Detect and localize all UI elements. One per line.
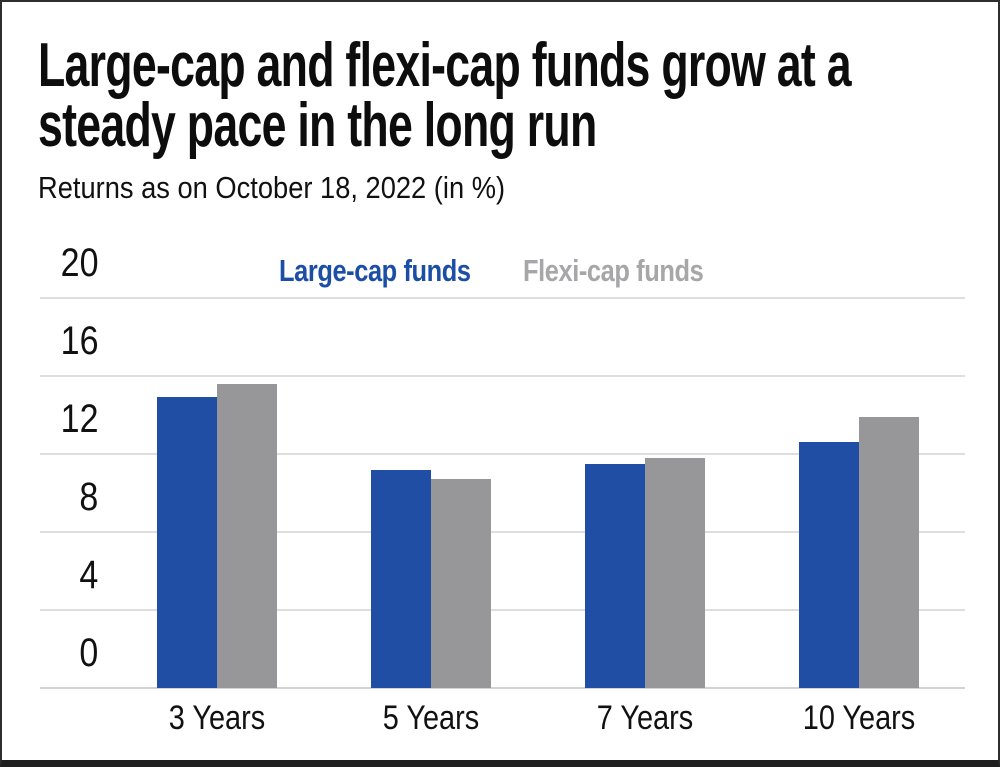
chart-subtitle: Returns as on October 18, 2022 (in %) — [38, 170, 506, 205]
y-axis-tick-text: 12 — [60, 397, 98, 441]
gridline-y-12 — [40, 453, 965, 455]
y-axis-tick-text: 4 — [79, 553, 98, 597]
gridline-y-16 — [40, 375, 965, 377]
chart-title-line-2: steady pace in the long run — [38, 91, 597, 160]
x-axis-label-3-years: 3 Years — [168, 699, 266, 737]
legend-item-large-cap-funds: Large-cap funds — [279, 253, 471, 288]
x-axis-label-5-years: 5 Years — [382, 699, 480, 737]
chart-title-line-1: Large-cap and flexi-cap funds grow at a — [38, 31, 852, 100]
y-axis-tick-label-8: 8 — [2, 477, 98, 517]
bar-large-cap-funds-10-years — [799, 442, 859, 688]
legend-item-flexi-cap-funds: Flexi-cap funds — [523, 253, 704, 288]
bar-large-cap-funds-7-years — [585, 463, 645, 688]
gridline-y-4 — [40, 609, 965, 611]
y-axis-tick-label-12: 12 — [2, 399, 98, 439]
bar-flexi-cap-funds-5-years — [431, 479, 491, 688]
gridline-y-0 — [40, 687, 965, 689]
gridline-y-20 — [40, 297, 965, 299]
bar-flexi-cap-funds-7-years — [645, 457, 705, 688]
x-axis-label-7-years: 7 Years — [596, 699, 694, 737]
y-axis-tick-label-20: 20 — [2, 243, 98, 283]
x-axis-label-10-years: 10 Years — [802, 699, 916, 737]
gridline-y-8 — [40, 531, 965, 533]
bar-flexi-cap-funds-3-years — [217, 383, 277, 688]
y-axis-tick-label-16: 16 — [2, 321, 98, 361]
bar-flexi-cap-funds-10-years — [859, 416, 919, 688]
y-axis-tick-text: 0 — [79, 631, 98, 675]
y-axis-tick-text: 8 — [79, 475, 98, 519]
bar-large-cap-funds-3-years — [157, 397, 217, 688]
y-axis-tick-text: 20 — [60, 241, 98, 285]
plot-area — [40, 297, 965, 689]
bar-large-cap-funds-5-years — [371, 469, 431, 688]
y-axis-tick-label-4: 4 — [2, 555, 98, 595]
y-axis-tick-label-0: 0 — [2, 633, 98, 673]
y-axis-tick-text: 16 — [60, 319, 98, 363]
